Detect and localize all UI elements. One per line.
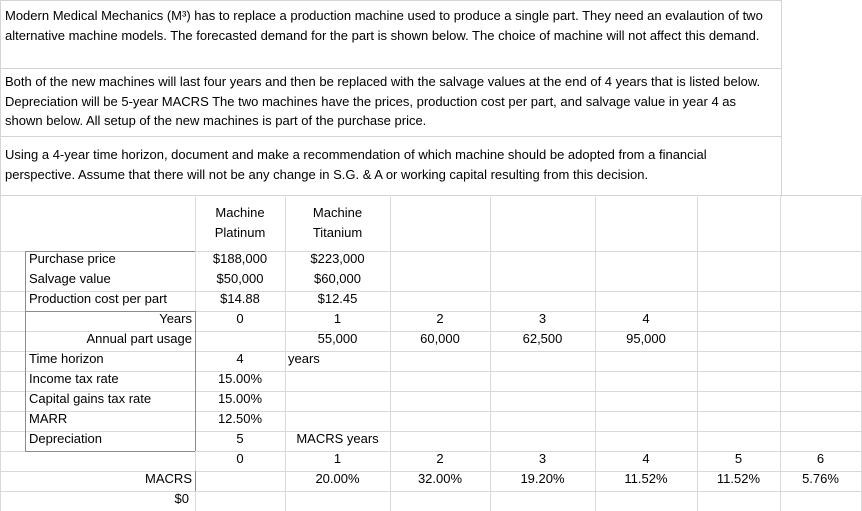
bottom-value: $0	[174, 491, 189, 506]
macrs-rate-year-3: 19.20%	[520, 471, 565, 486]
year-0: 0	[236, 311, 244, 326]
intro-paragraph-2-text: Both of the new machines will last four …	[5, 74, 761, 128]
macrs-year-6: 6	[816, 451, 825, 466]
macrs-year-2: 2	[436, 451, 444, 466]
capital-gains-label: Capital gains tax rate	[29, 391, 152, 406]
salvage-value-label: Salvage value	[29, 271, 111, 286]
intro-paragraph-3: Using a 4-year time horizon, document an…	[0, 145, 782, 184]
marr-label: MARR	[29, 411, 68, 426]
intro-paragraph-3-text: Using a 4-year time horizon, document an…	[5, 147, 707, 182]
macrs-year-3: 3	[538, 451, 547, 466]
time-horizon-label: Time horizon	[29, 351, 104, 366]
production-cost-platinum: $14.88	[220, 291, 260, 306]
macrs-year-0: 0	[236, 451, 244, 466]
header-machine-platinum-line2: Platinum	[214, 225, 266, 240]
production-cost-titanium: $12.45	[317, 291, 358, 306]
macrs-year-4: 4	[642, 451, 650, 466]
production-cost-label: Production cost per part	[29, 291, 168, 306]
year-2: 2	[436, 311, 444, 326]
macrs-rate-year-5: 11.52%	[716, 471, 761, 486]
intro-paragraph-1: Modern Medical Mechanics (M³) has to rep…	[0, 6, 782, 45]
annual-usage-year-4: 95,000	[626, 331, 666, 346]
depreciation-value: 5	[236, 431, 244, 446]
header-machine-titanium-line2: Titanium	[312, 225, 363, 240]
annual-usage-year-2: 60,000	[420, 331, 460, 346]
annual-usage-year-1: 55,000	[317, 331, 358, 346]
year-4: 4	[642, 311, 650, 326]
purchase-price-label: Purchase price	[29, 251, 116, 266]
annual-usage-year-3: 62,500	[522, 331, 563, 346]
purchase-price-platinum: $188,000	[212, 251, 268, 266]
salvage-value-platinum: $50,000	[216, 271, 264, 286]
income-tax-label: Income tax rate	[29, 371, 119, 386]
marr-value: 12.50%	[217, 411, 263, 426]
macrs-rate-year-6: 5.76%	[802, 471, 839, 486]
header-machine-platinum-line1: Machine	[215, 205, 265, 220]
depreciation-note: MACRS years	[296, 431, 379, 446]
macrs-rate-year-4: 11.52%	[624, 471, 668, 486]
macrs-year-1: 1	[333, 451, 342, 466]
year-3: 3	[538, 311, 547, 326]
depreciation-label: Depreciation	[29, 431, 102, 446]
capital-gains-value: 15.00%	[217, 391, 263, 406]
spreadsheet-grid: Machine Platinum Machine Titanium Purcha…	[0, 197, 862, 511]
macrs-rate-year-2: 32.00%	[417, 471, 463, 486]
macrs-year-5: 5	[734, 451, 743, 466]
income-tax-value: 15.00%	[217, 371, 263, 386]
intro-paragraph-1-text: Modern Medical Mechanics (M³) has to rep…	[5, 8, 763, 43]
time-horizon-value: 4	[236, 351, 244, 366]
time-horizon-unit: years	[288, 351, 320, 366]
intro-paragraph-2: Both of the new machines will last four …	[0, 72, 782, 131]
macrs-label: MACRS	[145, 471, 192, 486]
purchase-price-titanium: $223,000	[310, 251, 365, 266]
annual-usage-label: Annual part usage	[86, 331, 192, 346]
header-machine-titanium-line1: Machine	[312, 205, 363, 220]
salvage-value-titanium: $60,000	[314, 271, 361, 286]
year-1: 1	[333, 311, 342, 326]
macrs-rate-year-1: 20.00%	[315, 471, 360, 486]
years-label: Years	[159, 311, 192, 326]
